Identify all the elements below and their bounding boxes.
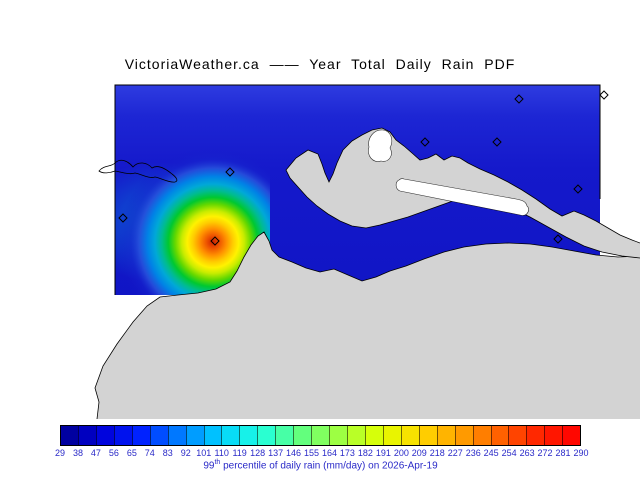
colorbar-cell (239, 426, 258, 445)
colorbar-tick: 164 (321, 448, 337, 458)
colorbar-cell (113, 426, 132, 445)
colorbar-tick: 29 (54, 448, 66, 458)
colorbar-tick: 173 (339, 448, 355, 458)
colorbar-tick: 65 (126, 448, 137, 458)
colorbar-tick: 110 (214, 448, 229, 458)
colorbar-cell (221, 426, 240, 445)
plot-border (114, 84, 601, 295)
colorbar-tick: 128 (250, 448, 266, 458)
colorbar-tick: 146 (286, 448, 302, 458)
colorbar-cell (418, 426, 437, 445)
colorbar-cell (203, 426, 222, 445)
colorbar-tick: 182 (357, 448, 373, 458)
station-marker (225, 167, 235, 177)
colorbar-cell (562, 426, 581, 445)
colorbar-cell (311, 426, 330, 445)
colorbar-tick: 101 (196, 448, 212, 458)
station-marker (118, 213, 128, 223)
colorbar-tick: 56 (108, 448, 119, 458)
station-marker (553, 234, 563, 244)
colorbar-tick: 119 (232, 448, 247, 458)
colorbar-cell (275, 426, 294, 445)
colorbar-tick: 74 (144, 448, 155, 458)
colorbar-cell (293, 426, 312, 445)
colorbar-cell (526, 426, 545, 445)
colorbar-tick: 92 (180, 448, 191, 458)
colorbar-cell (131, 426, 150, 445)
colorbar-tick: 200 (393, 448, 409, 458)
colorbar-tick: 245 (483, 448, 499, 458)
chart-title: VictoriaWeather.ca —— Year Total Daily R… (124, 56, 516, 72)
colorbar-cell (257, 426, 276, 445)
station-marker (599, 90, 609, 100)
colorbar-tick: 281 (555, 448, 571, 458)
colorbar-tick: 236 (465, 448, 481, 458)
colorbar-tick: 137 (268, 448, 284, 458)
inlet-band (395, 178, 529, 216)
rain-pdf-hotspot (115, 147, 270, 295)
caption-rest: percentile of daily rain (mm/day) on 202… (220, 460, 438, 472)
colorbar-tick: 191 (375, 448, 391, 458)
station-marker (514, 94, 524, 104)
colorbar-tick: 272 (537, 448, 553, 458)
colorbar-cell (149, 426, 168, 445)
caption-prefix: 99 (203, 460, 215, 472)
colorbar-cell (508, 426, 527, 445)
colorbar-cell (61, 426, 78, 445)
station-marker (492, 137, 502, 147)
colorbar-tick-labels: 29 38 47 56 65 74 83 92 101 110 119 128 137 146 155 164… (55, 448, 589, 459)
colorbar-cell (490, 426, 509, 445)
land-south-peninsula (95, 232, 640, 419)
coastline-south (94, 231, 640, 420)
colorbar-tick: 209 (411, 448, 427, 458)
colorbar-tick: 290 (573, 448, 589, 458)
colorbar-tick: 38 (72, 448, 83, 458)
colorbar-cell (436, 426, 455, 445)
colorbar-tick: 218 (429, 448, 445, 458)
coastline-west-outline (98, 159, 178, 183)
station-marker (420, 137, 430, 147)
caption-superscript: th (214, 459, 221, 466)
colorbar-tick: 83 (162, 448, 173, 458)
colorbar-caption: 99th percentile of daily rain (mm/day) o… (60, 459, 581, 471)
lake (368, 129, 393, 162)
colorbar-cell (400, 426, 419, 445)
station-markers (118, 90, 609, 246)
colorbar-cell (347, 426, 365, 445)
colorbar (60, 425, 581, 446)
colorbar-cell (167, 426, 186, 445)
colorbar-cell (77, 426, 96, 445)
colorbar-cell (364, 426, 383, 445)
colorbar-cell (95, 426, 114, 445)
colorbar-cell (454, 426, 473, 445)
station-marker (573, 184, 583, 194)
colorbar-cell (544, 426, 563, 445)
colorbar-tick: 254 (501, 448, 517, 458)
colorbar-tick: 155 (304, 448, 320, 458)
colorbar-cell (329, 426, 347, 445)
station-marker (210, 236, 220, 246)
colorbar-tick: 47 (90, 448, 101, 458)
colorbar-cell (382, 426, 401, 445)
colorbar-cell (472, 426, 491, 445)
colorbar-tick: 263 (519, 448, 535, 458)
colorbar-tick: 227 (447, 448, 463, 458)
colorbar-cell (185, 426, 204, 445)
